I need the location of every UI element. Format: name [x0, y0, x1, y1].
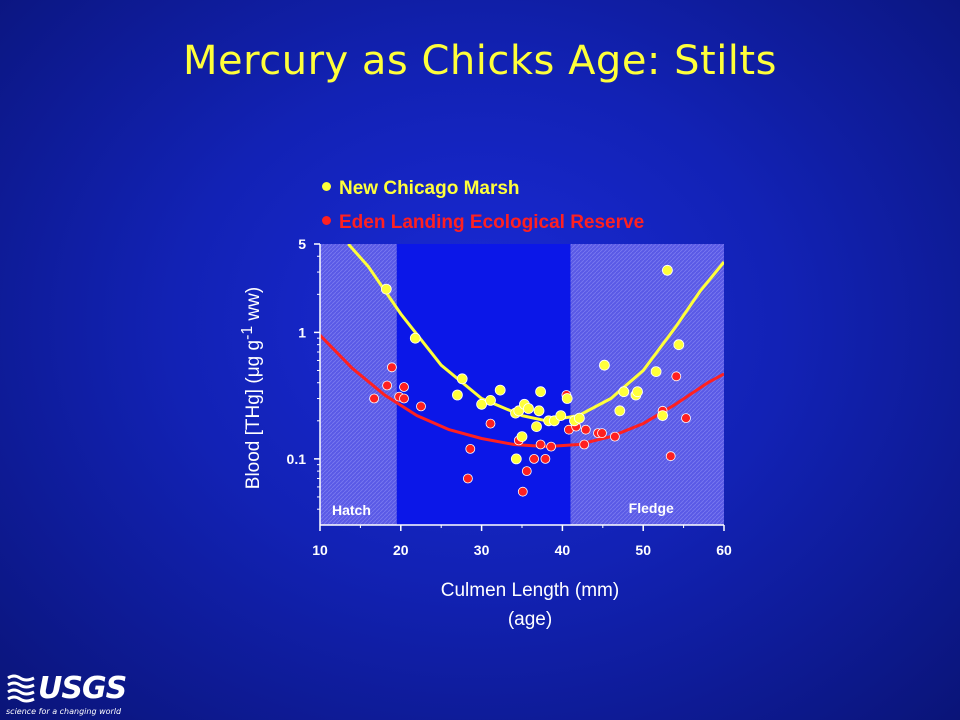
y-tick-label: 1 — [298, 324, 306, 340]
data-point-yellow — [510, 453, 522, 465]
y-axis-exponent: -1 — [238, 325, 256, 340]
data-point-yellow — [561, 393, 573, 404]
data-point-yellow — [614, 405, 626, 417]
y-tick-label: 0.1 — [287, 451, 307, 467]
data-point-yellow — [531, 421, 542, 433]
data-point-yellow — [523, 403, 534, 414]
data-point-red — [369, 393, 380, 404]
data-point-yellow — [409, 332, 421, 344]
x-axis-sublabel: (age) — [507, 609, 553, 630]
data-point-red — [681, 413, 691, 424]
y-tick-label: 5 — [298, 236, 306, 252]
page-title: Mercury as Chicks Age: Stilts — [183, 38, 777, 84]
data-point-yellow — [599, 359, 610, 371]
data-point-yellow — [533, 405, 545, 417]
legend-item-eden-landing: Eden Landing Ecological Reserve — [322, 212, 644, 234]
legend-label: New Chicago Marsh — [339, 178, 520, 199]
data-point-red — [521, 466, 532, 477]
usgs-logo-tagline: science for a changing world — [6, 707, 122, 716]
data-point-red — [535, 439, 546, 450]
legend-label: Eden Landing Ecological Reserve — [339, 212, 645, 233]
x-tick-label: 40 — [555, 542, 571, 558]
data-point-yellow — [485, 394, 496, 406]
data-point-red — [579, 439, 590, 450]
data-point-red — [399, 382, 409, 392]
data-point-yellow — [632, 386, 643, 398]
legend-marker-yellow — [322, 182, 331, 191]
fit-curve-red — [320, 334, 724, 449]
x-tick-label: 10 — [312, 542, 328, 558]
data-point-yellow — [673, 339, 685, 351]
data-point-yellow — [456, 373, 468, 385]
data-point-yellow — [494, 384, 506, 396]
data-point-red — [665, 451, 676, 462]
x-tick-label: 20 — [393, 542, 409, 558]
data-point-yellow — [618, 386, 630, 398]
legend-marker-red — [322, 216, 331, 225]
data-point-red — [462, 473, 473, 484]
data-point-yellow — [476, 398, 488, 410]
region-label: Fledge — [629, 500, 674, 516]
data-point-yellow — [657, 410, 668, 422]
data-point-yellow — [535, 386, 546, 398]
x-tick-label: 60 — [716, 542, 732, 558]
data-point-red — [517, 486, 528, 497]
x-tick-label: 50 — [635, 542, 651, 558]
data-point-yellow — [650, 366, 662, 378]
data-point-yellow — [574, 412, 585, 424]
usgs-logo-text: USGS — [38, 671, 127, 706]
legend-item-new-chicago-marsh: New Chicago Marsh — [322, 178, 520, 200]
data-point-red — [416, 401, 426, 412]
data-point-red — [540, 453, 551, 464]
usgs-logo-icon — [7, 674, 35, 703]
region-label: Hatch — [332, 502, 371, 518]
x-axis-label: Culmen Length (mm) — [440, 580, 620, 601]
data-point-red — [529, 453, 539, 464]
data-point-red — [580, 424, 591, 435]
data-point-yellow — [451, 389, 463, 401]
data-point-red — [546, 441, 556, 452]
data-point-red — [399, 393, 409, 404]
data-point-yellow — [380, 283, 392, 295]
data-point-red — [610, 431, 620, 442]
data-point-red — [597, 428, 607, 439]
data-point-yellow — [662, 264, 673, 276]
x-tick-label: 30 — [474, 542, 490, 558]
data-point-red — [671, 371, 682, 382]
data-point-yellow — [516, 431, 528, 443]
data-point-yellow — [555, 410, 567, 422]
data-point-red — [465, 443, 476, 454]
y-axis-unit-mu: μ — [243, 366, 265, 378]
y-axis-label: Blood [THg] (μg g-1 ww) — [238, 286, 265, 490]
data-point-red — [386, 362, 397, 373]
region-fledge — [570, 244, 724, 525]
data-point-red — [485, 418, 496, 429]
data-point-red — [382, 380, 393, 391]
